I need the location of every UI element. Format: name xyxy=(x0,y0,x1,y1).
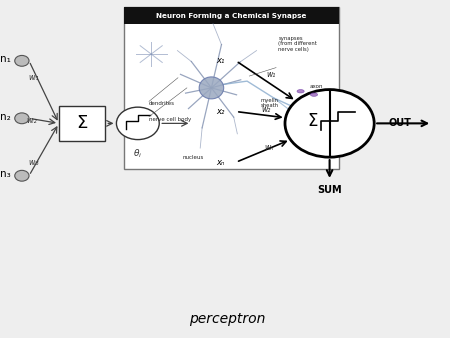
Text: SUM: SUM xyxy=(317,185,342,195)
Text: $\Sigma$: $\Sigma$ xyxy=(76,114,88,132)
Text: x₁: x₁ xyxy=(216,56,225,65)
Text: w₂: w₂ xyxy=(262,105,271,114)
Text: myelin
sheath: myelin sheath xyxy=(261,98,279,108)
Text: dendrites: dendrites xyxy=(149,101,175,105)
Ellipse shape xyxy=(199,77,224,99)
Text: wₙ: wₙ xyxy=(264,144,273,152)
Text: n₂: n₂ xyxy=(0,112,11,122)
Text: wᵢ₂: wᵢ₂ xyxy=(26,116,37,125)
Circle shape xyxy=(285,90,374,157)
Text: nucleus: nucleus xyxy=(183,155,204,160)
Text: xₙ: xₙ xyxy=(216,158,225,167)
Text: synapses
(from different
nerve cells): synapses (from different nerve cells) xyxy=(278,35,317,52)
Circle shape xyxy=(15,170,29,181)
Text: wᵢ₁: wᵢ₁ xyxy=(29,73,40,82)
Ellipse shape xyxy=(310,93,318,96)
Text: OUT: OUT xyxy=(388,118,411,128)
Text: axon: axon xyxy=(310,84,323,89)
Text: x₂: x₂ xyxy=(216,107,225,116)
Text: w₁: w₁ xyxy=(266,70,276,79)
Circle shape xyxy=(117,107,159,140)
Bar xyxy=(125,7,338,169)
Bar xyxy=(125,7,338,24)
Text: $\Sigma$: $\Sigma$ xyxy=(307,112,318,130)
Text: nerve cell body: nerve cell body xyxy=(149,118,191,122)
Ellipse shape xyxy=(297,90,304,93)
Circle shape xyxy=(15,113,29,124)
Bar xyxy=(59,106,105,141)
Text: wᵢ₃: wᵢ₃ xyxy=(29,158,40,167)
Circle shape xyxy=(15,55,29,66)
Text: perceptron: perceptron xyxy=(189,312,265,327)
Text: n₁: n₁ xyxy=(0,54,11,65)
Text: n₃: n₃ xyxy=(0,169,11,179)
Text: $\theta_i$: $\theta_i$ xyxy=(133,147,143,160)
Text: Neuron Forming a Chemical Synapse: Neuron Forming a Chemical Synapse xyxy=(156,13,306,19)
